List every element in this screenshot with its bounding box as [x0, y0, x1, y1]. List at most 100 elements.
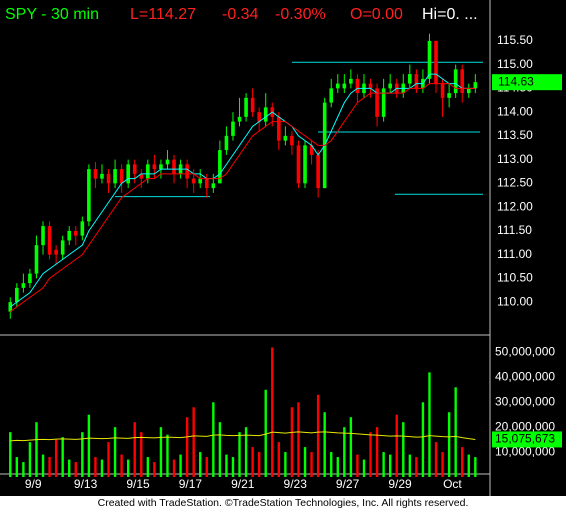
volume-bar	[100, 459, 104, 477]
candle-body	[80, 221, 85, 236]
candle-body	[21, 283, 26, 288]
candle-body	[218, 150, 222, 184]
candle-body	[342, 83, 347, 89]
candle-body	[198, 178, 203, 184]
volume-bar	[28, 442, 32, 477]
y-tick-label: 112.00	[497, 199, 533, 213]
volume-bar	[382, 452, 385, 477]
footer: Created with TradeStation. ©TradeStation…	[98, 497, 469, 509]
x-tick-label: 9/29	[388, 477, 412, 491]
volume-bar	[336, 457, 339, 477]
volume-bar	[54, 439, 58, 477]
volume-bar	[133, 422, 136, 477]
candle-body	[290, 135, 294, 146]
volume-bar	[349, 417, 353, 477]
candle-body	[15, 287, 19, 303]
candle-body	[447, 93, 451, 98]
volume-bar	[303, 447, 307, 477]
volume-tick-label: 40,000,000	[495, 370, 555, 384]
volume-bar	[356, 454, 359, 477]
candle-body	[460, 69, 465, 94]
volume-bar	[185, 417, 189, 477]
y-tick-label: 110.00	[497, 294, 533, 308]
candle-body	[257, 112, 261, 122]
candle-body	[165, 159, 170, 165]
candle-body	[453, 69, 458, 94]
candle-body	[139, 173, 144, 179]
volume-bar	[172, 459, 176, 477]
volume-bar	[218, 422, 222, 477]
volume-bar	[107, 442, 110, 477]
y-tick-label: 115.50	[497, 33, 533, 47]
volume-bar	[408, 454, 412, 477]
labels: SPY - 30 min L=114.27 -0.34 -0.30% O=0.00 Hi=…	[5, 6, 562, 491]
volume-bar	[238, 432, 241, 477]
candle-body	[237, 116, 242, 122]
candle-body	[375, 88, 379, 117]
volume-bar	[264, 389, 267, 477]
y-tick-label: 114.00	[497, 104, 533, 118]
volume-bar	[22, 462, 25, 477]
volume-bar	[140, 432, 143, 477]
volume-bar	[35, 422, 38, 477]
volume-bar	[454, 387, 457, 477]
candle-body	[204, 178, 209, 189]
volume-tick-label: 30,000,000	[495, 394, 555, 408]
header-item: SPY - 30 min	[5, 6, 99, 23]
volume-bar	[415, 457, 418, 477]
volume-bar	[179, 454, 182, 477]
volume-bar	[166, 434, 169, 477]
volume-bar	[9, 432, 12, 477]
candle-body	[250, 97, 255, 113]
candle-body	[41, 226, 45, 246]
candle-body	[263, 107, 268, 122]
marks	[8, 33, 483, 477]
candle-body	[244, 97, 248, 117]
candle-body	[329, 88, 334, 103]
candle-body	[388, 83, 392, 89]
volume-bar	[159, 427, 163, 477]
candle-body	[414, 74, 419, 89]
candle-body	[355, 78, 360, 94]
y-tick-label: 113.50	[497, 128, 533, 142]
moving-average	[9, 83, 476, 313]
volume-bar	[447, 412, 451, 477]
header-item: O=0.00	[350, 6, 403, 23]
x-tick-label: 9/21	[231, 477, 255, 491]
volume-tick-label: 20,000,000	[495, 419, 555, 433]
volume-bar	[192, 407, 195, 477]
volume-bar	[212, 402, 215, 477]
volume-bar	[434, 442, 438, 477]
volume-bar	[205, 457, 208, 477]
candle-body	[466, 88, 471, 94]
y-tick-label: 111.00	[497, 247, 532, 261]
candle-body	[381, 88, 386, 117]
volume-bar	[474, 457, 477, 477]
candle-body	[191, 178, 196, 184]
volume-bar	[146, 457, 150, 477]
y-tick-label: 111.50	[497, 223, 532, 237]
volume-bar	[421, 402, 425, 477]
volume-bar	[277, 442, 281, 477]
chart-background	[0, 0, 566, 496]
candle-body	[126, 164, 130, 184]
volume-bar	[244, 427, 248, 477]
volume-bar	[297, 402, 300, 477]
volume-bar	[225, 454, 228, 477]
last-price-box	[492, 74, 562, 91]
volume-average	[10, 431, 476, 442]
candle-body	[408, 74, 412, 84]
candle-body	[440, 83, 445, 98]
volume-average-label: 15,075,673	[495, 432, 555, 446]
candle-body	[434, 40, 438, 84]
candle-body	[427, 40, 432, 79]
x-tick-label: 9/17	[179, 477, 203, 491]
y-tick-label: 115.00	[497, 57, 533, 71]
volume-bar	[120, 454, 123, 477]
volume-bar	[316, 394, 320, 477]
volume-bar	[461, 447, 464, 477]
candle-body	[87, 169, 91, 222]
volume-bar	[113, 427, 117, 477]
y-tick-label: 110.50	[497, 271, 533, 285]
